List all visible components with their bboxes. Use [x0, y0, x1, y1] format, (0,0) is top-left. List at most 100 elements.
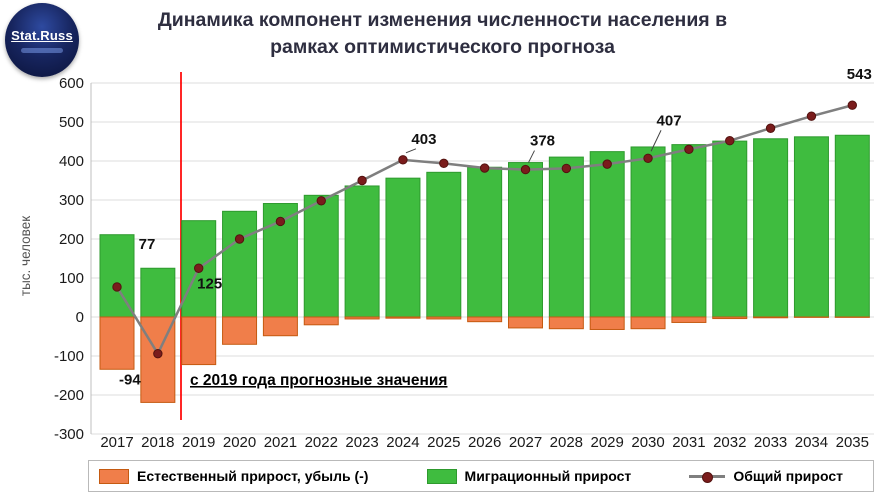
stat-russ-logo: Stat.Russ [5, 3, 79, 77]
migration-bar-2026 [467, 166, 503, 318]
x-tick-label-2034: 2034 [795, 434, 828, 451]
x-tick-label-2020: 2020 [223, 434, 256, 451]
total-marker-2019 [194, 263, 204, 273]
point-label-leader-2027 [528, 150, 535, 163]
natural-bar-2019 [181, 316, 217, 366]
point-label-2019: 125 [197, 275, 222, 292]
total-marker-2035 [847, 100, 857, 110]
chart-title-line2: рамках оптимистического прогноза [270, 35, 615, 58]
natural-bar-2031 [671, 316, 707, 323]
point-label-leader-2030 [650, 130, 662, 152]
natural-bar-2017 [99, 316, 135, 370]
migration-bar-2024 [385, 177, 421, 318]
migration-bar-2022 [303, 194, 339, 318]
total-marker-2030 [643, 153, 653, 163]
legend-label-natural: Естественный прирост, убыль (-) [137, 468, 369, 484]
point-label-2018: -94 [119, 372, 141, 389]
point-label-2030: 407 [657, 112, 682, 129]
x-tick-label-2035: 2035 [836, 434, 869, 451]
total-marker-2029 [602, 159, 612, 169]
y-tick-label--300: -300 [54, 426, 84, 443]
migration-bar-2032 [712, 140, 748, 318]
legend-item-natural: Естественный прирост, убыль (-) [99, 468, 368, 484]
point-label-2017: 77 [139, 236, 156, 253]
natural-bar-2022 [303, 316, 339, 326]
legend-item-migration: Миграционный прирост [426, 468, 632, 484]
total-marker-2026 [479, 163, 490, 173]
natural-bar-2026 [467, 316, 503, 323]
x-tick-label-2019: 2019 [182, 434, 215, 451]
natural-bar-2025 [426, 316, 462, 320]
migration-bar-2035 [834, 134, 870, 318]
migration-bar-2027 [508, 162, 543, 318]
total-marker-2020 [234, 234, 245, 244]
total-marker-2024 [398, 155, 408, 165]
legend-label-migration: Миграционный прирост [464, 468, 632, 484]
point-label-2035: 543 [847, 66, 872, 83]
migration-bar-2034 [793, 136, 829, 318]
migration-bar-2033 [753, 138, 789, 318]
x-tick-label-2017: 2017 [100, 434, 133, 451]
total-line-swatch-dot [702, 471, 714, 483]
total-marker-2017 [112, 282, 122, 292]
chart-title: Динамика компонент изменения численности… [0, 7, 885, 61]
migration-bar-2030 [630, 146, 666, 318]
natural-bar-2033 [753, 316, 789, 319]
x-tick-label-2026: 2026 [468, 434, 501, 451]
chart-title-line1: Динамика компонент изменения численности… [157, 9, 728, 31]
point-label-leader-2024 [405, 148, 417, 154]
x-tick-label-2029: 2029 [591, 434, 624, 451]
total-marker-2032 [725, 136, 735, 146]
x-tick-label-2027: 2027 [509, 434, 542, 451]
x-tick-label-2033: 2033 [754, 434, 787, 451]
x-tick-label-2025: 2025 [427, 434, 460, 451]
x-tick-label-2021: 2021 [264, 434, 297, 451]
point-label-2024: 403 [411, 131, 436, 148]
x-tick-label-2028: 2028 [550, 434, 583, 451]
natural-bar-2023 [344, 316, 380, 320]
logo-text: Stat.Russ [11, 27, 73, 43]
x-tick-label-2032: 2032 [713, 434, 746, 451]
natural-bar-2030 [630, 316, 666, 330]
y-tick-label-300: 300 [59, 192, 84, 209]
y-tick-label-0: 0 [76, 309, 84, 326]
total-marker-2034 [806, 111, 817, 121]
migration-bar-2028 [548, 156, 584, 318]
total-marker-2031 [684, 144, 694, 155]
legend-label-total: Общий прирост [733, 468, 843, 484]
natural-bar-2032 [712, 316, 748, 320]
chart-legend: Естественный прирост, убыль (-) Миграцио… [88, 460, 874, 492]
x-tick-label-2031: 2031 [672, 434, 705, 451]
x-tick-label-2018: 2018 [141, 434, 174, 451]
migration-bar-2018 [140, 267, 176, 318]
total-marker-2018 [153, 348, 163, 359]
chart-plot: -300 -200 -100 0 100 200 300 400 500 600 тыс. чело… [18, 66, 874, 451]
y-tick-label-600: 600 [59, 75, 84, 92]
migration-bar-2029 [589, 151, 625, 318]
total-marker-2025 [439, 158, 449, 169]
natural-bar-2021 [262, 316, 298, 337]
natural-bar-2024 [385, 316, 421, 319]
total-marker-2033 [765, 123, 776, 133]
total-marker-2023 [357, 175, 367, 186]
x-tick-label-2030: 2030 [631, 434, 664, 451]
total-marker-2028 [561, 163, 572, 174]
total-increase-line-swatch [689, 469, 726, 484]
natural-bar-2028 [548, 316, 584, 330]
migration-bar-2020 [222, 210, 258, 318]
natural-bar-2020 [222, 316, 258, 345]
total-marker-2021 [275, 216, 286, 227]
x-tick-label-2023: 2023 [345, 434, 378, 451]
natural-bar-2027 [508, 316, 543, 329]
migration-bar-2031 [671, 144, 707, 318]
natural-bar-2029 [589, 316, 625, 330]
migration-bar-2023 [344, 185, 380, 318]
y-axis-title: тыс. человек [18, 216, 33, 296]
total-marker-2022 [316, 196, 326, 206]
x-tick-label-2022: 2022 [305, 434, 338, 451]
legend-item-total: Общий прирост [689, 468, 843, 484]
migration-bar-2025 [426, 171, 462, 318]
y-tick-label-500: 500 [59, 114, 84, 131]
x-tick-label-2024: 2024 [386, 434, 419, 451]
